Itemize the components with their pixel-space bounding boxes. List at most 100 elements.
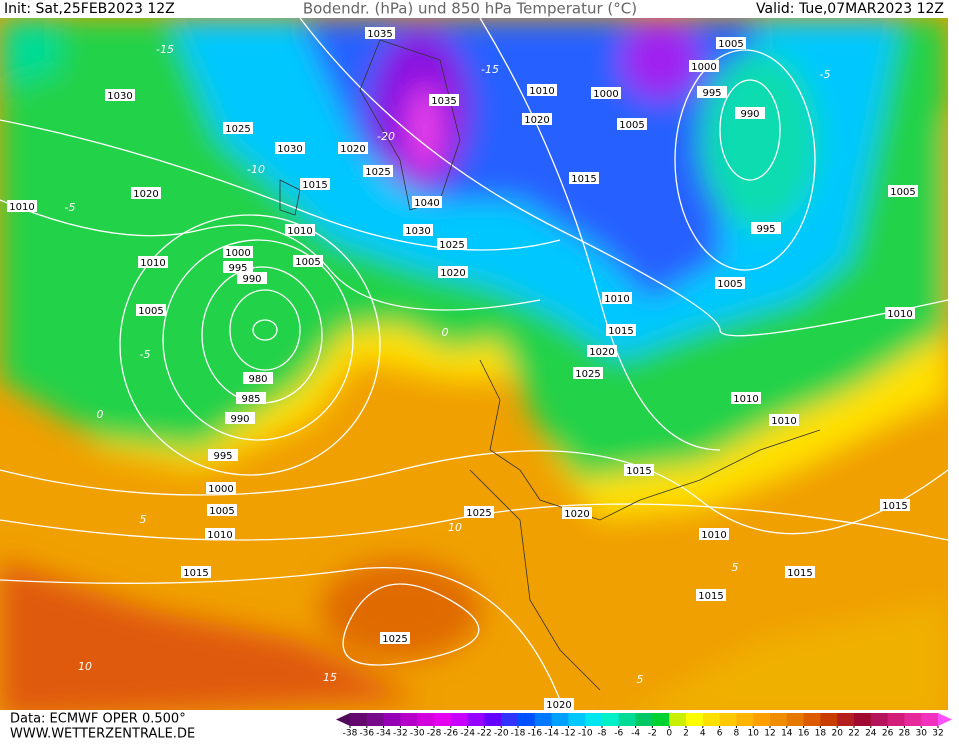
- isobar-label-text: 1020: [524, 115, 549, 126]
- isobar-label-text: 1025: [382, 634, 407, 645]
- colorbar-tick-label: 24: [865, 729, 877, 739]
- temperature-label: -5: [140, 348, 151, 361]
- temperature-label: -20: [377, 130, 395, 143]
- isobar-label: 1000: [591, 87, 621, 100]
- isobar-label: 985: [236, 392, 266, 405]
- colorbar-tick-label: -10: [578, 729, 593, 739]
- isobar-label-box: [243, 372, 273, 384]
- isobar-label-text: 1025: [365, 167, 390, 178]
- colorbar-tick-label: 22: [848, 729, 859, 739]
- temperature-label: -15: [481, 63, 499, 76]
- isobar-label: 995: [208, 449, 238, 462]
- isobar-label: 1005: [716, 37, 746, 50]
- isobar-label-text: 995: [228, 263, 247, 274]
- isobar-label-text: 1015: [571, 174, 596, 185]
- isobar-label: 995: [751, 222, 781, 235]
- colorbar-tick-label: -34: [376, 729, 391, 739]
- isobar-label: 1015: [181, 566, 211, 579]
- isobar-label-text: 1010: [701, 530, 726, 541]
- isobar-label-box: [573, 367, 603, 379]
- isobar-label-box: [464, 506, 494, 518]
- isobar-label-box: [7, 200, 37, 212]
- isobar-label: 990: [225, 412, 255, 425]
- isobar-label-text: 1000: [225, 248, 250, 259]
- isobar-label-text: 1035: [431, 96, 456, 107]
- colorbar-tick-label: -38: [343, 729, 358, 739]
- isobar-label-text: 1025: [439, 240, 464, 251]
- isobar-label-box: [617, 118, 647, 130]
- isobar-label-text: 1005: [209, 506, 234, 517]
- isobar-label: 1025: [363, 165, 393, 178]
- isobar-label-text: 1040: [414, 198, 439, 209]
- isobar-label: 1005: [136, 304, 166, 317]
- isobar-label: 1005: [207, 504, 237, 517]
- isobar-label: 1010: [527, 84, 557, 97]
- colorbar-tick-label: -8: [598, 729, 607, 739]
- colorbar-tick-label: 14: [781, 729, 793, 739]
- isobar-label-box: [403, 224, 433, 236]
- isobar-label-box: [181, 566, 211, 578]
- isobar-label-box: [429, 94, 459, 106]
- isobar-label: 1025: [223, 122, 253, 135]
- isobar-label-text: 1005: [718, 39, 743, 50]
- colorbar-tick-label: 26: [882, 729, 894, 739]
- colorbar-tick-label: -16: [527, 729, 542, 739]
- isobar-label: 1015: [300, 178, 330, 191]
- isobar-label: 1000: [223, 246, 253, 259]
- isobar-label-box: [207, 504, 237, 516]
- isobar-label: 1040: [412, 196, 442, 209]
- isobar-label-box: [880, 499, 910, 511]
- isobar-label: 1025: [573, 367, 603, 380]
- isobar-label-box: [275, 142, 305, 154]
- temperature-label: 5: [140, 513, 147, 526]
- isobar-label: 1010: [699, 528, 729, 541]
- isobar-label-text: 1010: [604, 294, 629, 305]
- colorbar-segment: [366, 713, 385, 726]
- isobar-label: 1020: [587, 345, 617, 358]
- isobar-label: 1020: [438, 266, 468, 279]
- colorbar-segment: [501, 713, 519, 726]
- isobar-label-text: 1015: [787, 568, 812, 579]
- isobar-label-text: 1005: [890, 187, 915, 198]
- colorbar-tick-label: -6: [614, 729, 623, 739]
- colorbar: -38 -36 -34 -32 -30 -28 -26 -24 -22 -20 -18 -16 -14-…: [336, 713, 952, 739]
- temperature-label: 10: [78, 660, 92, 673]
- colorbar-segment: [921, 713, 939, 726]
- colorbar-tick-label: 6: [717, 729, 723, 739]
- colorbar-segment: [417, 713, 435, 726]
- isobar-label: 1015: [569, 172, 599, 185]
- website: WWW.WETTERZENTRALE.DE: [10, 727, 195, 742]
- colorbar-segment: [585, 713, 603, 726]
- isobar-label-text: 990: [740, 109, 759, 120]
- colorbar-segment: [618, 713, 637, 726]
- isobar-label-box: [696, 589, 726, 601]
- isobar-label: 1020: [131, 187, 161, 200]
- isobar-label: 1030: [403, 224, 433, 237]
- temperature-label: 15: [323, 671, 337, 684]
- temperature-label: -15: [156, 43, 174, 56]
- colorbar-tick-label: -2: [648, 729, 657, 739]
- isobar-label-box: [785, 566, 815, 578]
- colorbar-tick-label: 4: [700, 729, 706, 739]
- colorbar-tick-label: -20: [494, 729, 509, 739]
- isobar-label-box: [569, 172, 599, 184]
- isobar-label: 1035: [429, 94, 459, 107]
- isobar-label-box: [437, 238, 467, 250]
- isobar-label: 1015: [606, 324, 636, 337]
- isobar-label-box: [300, 178, 330, 190]
- colorbar-tick-label: -28: [427, 729, 442, 739]
- temperature-label: 5: [732, 561, 739, 574]
- isobar-label-box: [751, 222, 781, 234]
- isobar-label-box: [527, 84, 557, 96]
- isobar-label-text: 1020: [564, 509, 589, 520]
- colorbar-segment: [652, 713, 670, 726]
- isobar-label-text: 1005: [138, 306, 163, 317]
- isobar-label-text: 1020: [589, 347, 614, 358]
- colorbar-segment: [786, 713, 805, 726]
- isobar-label-text: 1005: [619, 120, 644, 131]
- isobar-label: 1010: [885, 307, 915, 320]
- isobar-label: 1015: [696, 589, 726, 602]
- colorbar-tick-label: -14: [544, 729, 559, 739]
